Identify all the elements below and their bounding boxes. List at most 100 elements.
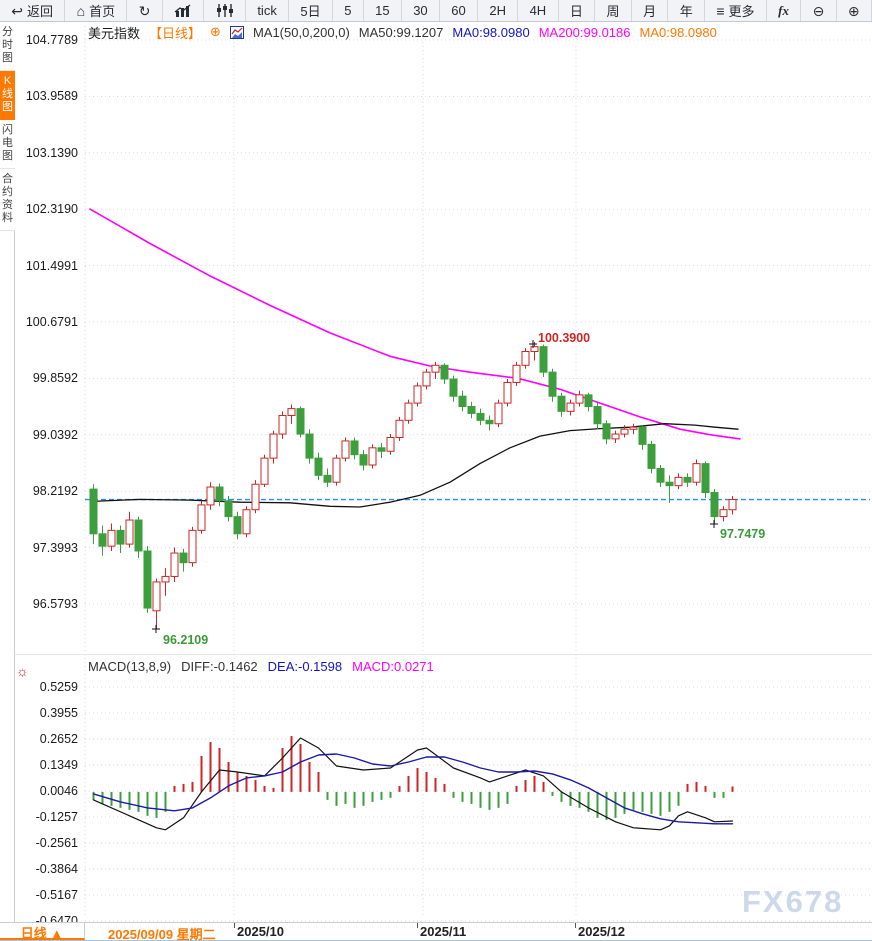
sidebar-item-time-chart[interactable]: 分时图: [0, 22, 15, 71]
ma0-orange-value: MA0:98.0980: [639, 24, 717, 40]
toolbar-area-chart-icon[interactable]: [163, 0, 205, 21]
toolbar-zoom-in-icon[interactable]: ⊕: [837, 0, 872, 21]
toolbar-month-button[interactable]: 月: [632, 0, 669, 21]
candle-body: [413, 385, 422, 404]
macd-diff-line: [92, 737, 734, 831]
candle-body: [575, 394, 584, 404]
period-selector[interactable]: 日线 ▲: [0, 923, 85, 941]
candle-body: [170, 552, 179, 577]
candle-body: [629, 426, 638, 430]
candle-body: [566, 402, 575, 412]
candle-body: [359, 454, 368, 466]
toolbar-60m-button[interactable]: 60: [440, 0, 479, 21]
price-axis-label: 103.9589: [25, 89, 78, 104]
macd-axis-label: -0.1257: [35, 810, 78, 824]
first-visible-date: 2025/09/09 星期二: [108, 927, 216, 941]
chart-header: 美元指数 【日线】 ⊕ MA1(50,0,200,0) MA50:99.1207…: [88, 24, 717, 41]
period-tag: 【日线】: [149, 25, 202, 41]
toolbar-2h-label: 2H: [489, 3, 506, 18]
toolbar-candle-chart-icon[interactable]: [204, 0, 247, 21]
candle-body: [503, 381, 512, 404]
toolbar-tick-button[interactable]: tick: [246, 0, 290, 21]
price-axis-label: 100.6791: [25, 315, 78, 329]
price-axis-label: 96.5793: [32, 597, 78, 611]
chart-type-sidebar: 分时图 K线图 闪电图 合约资料: [0, 22, 15, 231]
extreme-price-label: 96.2109: [163, 633, 208, 647]
mini-chart-icon: [229, 25, 244, 39]
symbol-name: 美元指数: [88, 25, 141, 41]
price-axis-label: 103.1390: [25, 145, 78, 160]
ma0-blue-value: MA0:98.0980: [452, 24, 530, 40]
sidebar-item-contract-info[interactable]: 合约资料: [0, 169, 15, 231]
candle-body: [530, 346, 539, 353]
toolbar-back-label: 返回: [27, 4, 54, 19]
extreme-price-label: 97.7479: [720, 527, 765, 541]
candle-body: [656, 467, 665, 483]
toolbar-refresh-icon[interactable]: ↻: [127, 0, 163, 21]
toolbar-2h-button[interactable]: 2H: [478, 0, 519, 21]
toolbar-fx-button[interactable]: fx: [767, 0, 802, 21]
candle-body: [584, 394, 593, 408]
toolbar-year-button[interactable]: 年: [668, 0, 706, 21]
candle-body: [98, 533, 107, 547]
toolbar-back-button[interactable]: ↩ 返回: [0, 0, 66, 21]
month-tick: [417, 923, 418, 928]
candle-body: [269, 433, 278, 459]
toolbar-more-button[interactable]: ≡ 更多: [705, 0, 767, 21]
toolbar-30m-label: 30: [413, 3, 428, 18]
toolbar-zoom-out-icon[interactable]: ⊖: [801, 0, 837, 21]
price-axis-label: 104.7789: [25, 33, 78, 47]
macd-axis-label: -0.3864: [35, 862, 78, 876]
candle-body: [467, 406, 476, 414]
candle-body: [296, 408, 305, 435]
macd-axis-label: 0.1349: [39, 758, 78, 772]
back-icon: ↩: [11, 2, 24, 19]
candle-body: [278, 414, 287, 435]
watermark: FX678: [742, 884, 844, 919]
candle-body: [620, 428, 629, 435]
candle-body: [161, 575, 170, 583]
toolbar-15m-label: 15: [375, 3, 390, 18]
candle-body: [125, 519, 134, 545]
candle-body: [323, 474, 332, 483]
candle-body: [89, 488, 98, 535]
indicator-settings-icon[interactable]: ☼: [16, 663, 29, 679]
candle-body: [350, 440, 359, 456]
price-axis-label: 98.2192: [32, 484, 78, 499]
candle-body: [494, 402, 503, 425]
candle-body: [332, 457, 341, 483]
candle-body: [215, 486, 224, 502]
macd-axis-label: 0.5259: [39, 680, 78, 694]
candle-body: [710, 492, 719, 518]
sidebar-item-kline-chart[interactable]: K线图: [0, 71, 15, 120]
candle-body: [701, 463, 710, 494]
toolbar-5d-button[interactable]: 5日: [289, 0, 333, 21]
candle-body: [683, 476, 692, 483]
toolbar-4h-button[interactable]: 4H: [518, 0, 559, 21]
toolbar-30m-button[interactable]: 30: [402, 0, 440, 21]
candle-body: [107, 529, 116, 547]
extreme-price-label: 100.3900: [538, 331, 590, 345]
toolbar-4h-label: 4H: [529, 3, 547, 18]
ma-settings[interactable]: MA1(50,0,200,0): [252, 24, 350, 40]
macd-params[interactable]: MACD(13,8,9): [88, 659, 172, 674]
sidebar-item-lightning-chart[interactable]: 闪电图: [0, 120, 15, 169]
toolbar-more-label: 更多: [728, 4, 755, 19]
macd-macd-value: MACD:0.0271: [352, 659, 434, 674]
candle-body: [134, 519, 143, 552]
candle-body: [476, 412, 485, 421]
candle-body: [458, 395, 467, 408]
ma200-value: MA200:99.0186: [538, 24, 631, 40]
toolbar-day-button[interactable]: 日: [559, 0, 596, 21]
price-axis-label: 101.4991: [25, 258, 78, 273]
toolbar-15m-button[interactable]: 15: [364, 0, 402, 21]
candle-body: [674, 476, 683, 487]
toolbar-home-button[interactable]: ⌂ 首页: [65, 0, 128, 21]
toolbar-5m-button[interactable]: 5: [333, 0, 364, 21]
toolbar-week-button[interactable]: 周: [595, 0, 632, 21]
candle-body: [404, 402, 413, 421]
toolbar-tick-label: tick: [257, 3, 277, 18]
add-indicator-icon[interactable]: ⊕: [210, 24, 221, 39]
